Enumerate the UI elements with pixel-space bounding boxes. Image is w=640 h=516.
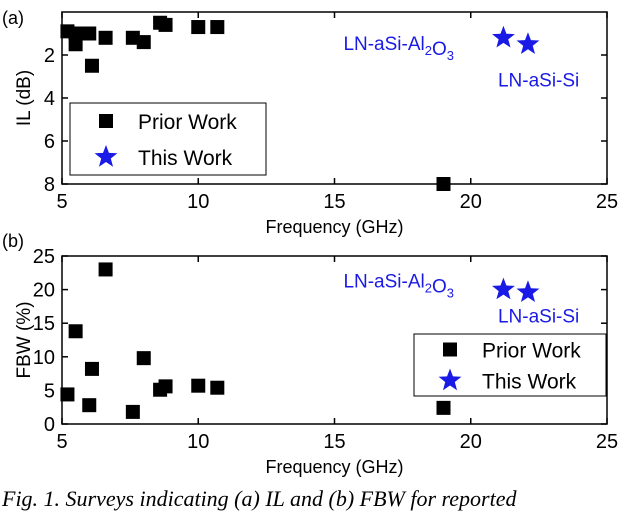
- prior-work-point: [84, 361, 99, 376]
- legend-label: This Work: [482, 371, 577, 394]
- prior-work-point: [210, 380, 225, 395]
- legend-square-marker: [99, 114, 113, 128]
- this-work-star: [516, 32, 540, 54]
- point-label: LN-aSi-Si: [498, 306, 579, 327]
- legend-label: This Work: [138, 147, 233, 170]
- x-tick-label: 10: [187, 431, 209, 453]
- y-tick-label: 2: [44, 45, 55, 67]
- prior-work-point: [68, 324, 83, 339]
- x-tick-label: 5: [56, 431, 67, 453]
- plot-frame: [61, 255, 608, 425]
- prior-work-point: [158, 17, 173, 32]
- y-tick-label: 20: [33, 280, 55, 302]
- y-tick-label: 4: [44, 88, 55, 110]
- prior-work-point: [60, 387, 75, 402]
- prior-work-point: [136, 351, 151, 366]
- x-tick-label: 25: [596, 191, 618, 213]
- prior-work-point: [436, 400, 451, 415]
- x-axis-label: Frequency (GHz): [265, 217, 403, 237]
- prior-work-point: [82, 26, 97, 41]
- plot-frame: [61, 11, 608, 185]
- legend-label: Prior Work: [138, 111, 237, 134]
- prior-work-point: [98, 262, 113, 277]
- prior-work-point: [82, 398, 97, 413]
- legend: Prior Work This Work: [69, 102, 267, 176]
- y-axis-label: FBW (%): [14, 301, 35, 378]
- x-tick-label: 20: [460, 431, 482, 453]
- prior-work-point: [191, 20, 206, 35]
- y-tick-label: 6: [44, 131, 55, 153]
- legend: Prior Work This Work: [413, 333, 607, 397]
- this-work-star: [516, 280, 540, 302]
- point-label: LN-aSi-Al2O3: [343, 34, 454, 63]
- legend-label: Prior Work: [482, 340, 581, 363]
- legend-star-marker: [94, 145, 118, 167]
- legend-square-marker: [443, 342, 457, 357]
- this-work-star: [492, 277, 515, 300]
- prior-work-point: [98, 30, 113, 45]
- y-tick-label: 25: [33, 246, 55, 268]
- x-axis-label: Frequency (GHz): [265, 457, 403, 477]
- prior-work-point: [191, 378, 206, 393]
- chart-panel-a: (a) 5 10 15 20 25 2 4 6 8 Frequency (GHz) IL (dB) LN…: [2, 8, 618, 237]
- x-tick-label: 5: [56, 191, 67, 213]
- panel-label: (a): [2, 8, 24, 28]
- point-label: LN-aSi-Si: [498, 70, 579, 91]
- x-tick-label: 25: [596, 431, 618, 453]
- y-tick-label: 10: [33, 347, 55, 369]
- panel-label: (b): [2, 231, 24, 251]
- x-tick-label: 20: [460, 191, 482, 213]
- figure-canvas: (a) 5 10 15 20 25 2 4 6 8 Frequency (GHz) IL (dB) LN…: [2, 8, 618, 477]
- y-tick-label: 0: [44, 414, 55, 436]
- point-label: LN-aSi-Al2O3: [343, 272, 454, 301]
- prior-work-point: [125, 30, 140, 45]
- prior-work-point: [158, 379, 173, 394]
- prior-work-point: [68, 37, 83, 52]
- y-axis-label: IL (dB): [14, 70, 35, 126]
- this-work-star: [492, 25, 515, 48]
- prior-work-point: [84, 58, 99, 73]
- prior-work-point: [125, 404, 140, 419]
- prior-work-point: [210, 20, 225, 35]
- y-tick-label: 15: [33, 313, 55, 335]
- legend-star-marker: [438, 368, 462, 391]
- prior-work-point: [136, 35, 151, 50]
- x-tick-label: 10: [187, 191, 209, 213]
- figure-caption: Fig. 1. Surveys indicating (a) IL and (b…: [2, 486, 517, 511]
- y-tick-label: 5: [44, 380, 55, 402]
- x-tick-label: 15: [323, 191, 345, 213]
- x-tick-label: 15: [323, 431, 345, 453]
- prior-work-point: [68, 26, 83, 41]
- y-tick-label: 8: [44, 174, 55, 196]
